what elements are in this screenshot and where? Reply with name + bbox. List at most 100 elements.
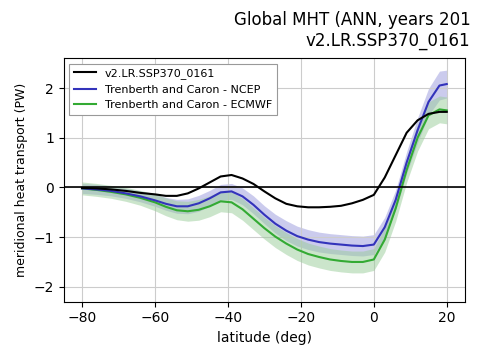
Y-axis label: meridional heat transport (PW): meridional heat transport (PW): [15, 83, 28, 277]
v2.LR.SSP370_0161: [123, 189, 129, 193]
Trenberth and Caron - NCEP: [338, 242, 344, 247]
Trenberth and Caron - NCEP: [437, 84, 443, 88]
v2.LR.SSP370_0161: [79, 186, 85, 190]
v2.LR.SSP370_0161: [207, 180, 213, 185]
X-axis label: latitude (deg): latitude (deg): [217, 331, 312, 345]
Trenberth and Caron - ECMWF: [218, 199, 224, 203]
v2.LR.SSP370_0161: [382, 175, 388, 180]
v2.LR.SSP370_0161: [185, 191, 191, 195]
Trenberth and Caron - ECMWF: [415, 136, 420, 140]
Trenberth and Caron - NCEP: [294, 234, 300, 238]
v2.LR.SSP370_0161: [174, 194, 180, 198]
v2.LR.SSP370_0161: [360, 198, 366, 202]
v2.LR.SSP370_0161: [108, 187, 114, 192]
Trenberth and Caron - NCEP: [283, 229, 289, 233]
Trenberth and Caron - NCEP: [327, 242, 333, 246]
v2.LR.SSP370_0161: [415, 118, 420, 122]
v2.LR.SSP370_0161: [137, 191, 143, 195]
Trenberth and Caron - NCEP: [196, 201, 202, 206]
v2.LR.SSP370_0161: [305, 205, 311, 210]
Trenberth and Caron - ECMWF: [316, 255, 322, 259]
Line: Trenberth and Caron - NCEP: Trenberth and Caron - NCEP: [82, 84, 447, 246]
Trenberth and Caron - NCEP: [251, 203, 256, 207]
Trenberth and Caron - ECMWF: [196, 208, 202, 212]
v2.LR.SSP370_0161: [444, 110, 450, 114]
Trenberth and Caron - NCEP: [152, 198, 158, 202]
v2.LR.SSP370_0161: [349, 201, 355, 206]
Trenberth and Caron - NCEP: [382, 225, 388, 229]
v2.LR.SSP370_0161: [283, 202, 289, 206]
Trenberth and Caron - ECMWF: [426, 113, 432, 117]
v2.LR.SSP370_0161: [393, 153, 398, 157]
Trenberth and Caron - NCEP: [240, 194, 245, 198]
Trenberth and Caron - NCEP: [444, 82, 450, 86]
Trenberth and Caron - ECMWF: [108, 190, 114, 194]
Trenberth and Caron - ECMWF: [174, 208, 180, 212]
Trenberth and Caron - ECMWF: [283, 242, 289, 246]
Trenberth and Caron - ECMWF: [228, 200, 234, 204]
Trenberth and Caron - NCEP: [218, 190, 224, 194]
Trenberth and Caron - ECMWF: [294, 247, 300, 252]
Trenberth and Caron - NCEP: [185, 204, 191, 208]
v2.LR.SSP370_0161: [404, 131, 409, 135]
Trenberth and Caron - ECMWF: [79, 186, 85, 190]
Trenberth and Caron - NCEP: [393, 198, 398, 202]
Trenberth and Caron - ECMWF: [404, 168, 409, 172]
Trenberth and Caron - NCEP: [262, 213, 267, 217]
Trenberth and Caron - ECMWF: [273, 234, 278, 239]
Trenberth and Caron - ECMWF: [251, 217, 256, 221]
Trenberth and Caron - ECMWF: [382, 238, 388, 242]
Line: v2.LR.SSP370_0161: v2.LR.SSP370_0161: [82, 112, 447, 207]
Trenberth and Caron - ECMWF: [123, 192, 129, 197]
Trenberth and Caron - ECMWF: [360, 260, 366, 264]
Trenberth and Caron - ECMWF: [152, 200, 158, 204]
Trenberth and Caron - ECMWF: [305, 252, 311, 256]
v2.LR.SSP370_0161: [338, 204, 344, 208]
Trenberth and Caron - NCEP: [137, 194, 143, 198]
Trenberth and Caron - NCEP: [228, 189, 234, 194]
Trenberth and Caron - NCEP: [207, 196, 213, 201]
Trenberth and Caron - NCEP: [305, 238, 311, 242]
Trenberth and Caron - ECMWF: [163, 204, 169, 209]
v2.LR.SSP370_0161: [251, 182, 256, 186]
Trenberth and Caron - NCEP: [415, 128, 420, 132]
Trenberth and Caron - NCEP: [360, 244, 366, 248]
v2.LR.SSP370_0161: [94, 186, 99, 190]
Legend: v2.LR.SSP370_0161, Trenberth and Caron - NCEP, Trenberth and Caron - ECMWF: v2.LR.SSP370_0161, Trenberth and Caron -…: [69, 64, 276, 115]
Trenberth and Caron - ECMWF: [393, 206, 398, 211]
Trenberth and Caron - NCEP: [404, 161, 409, 165]
Trenberth and Caron - NCEP: [123, 191, 129, 195]
Trenberth and Caron - ECMWF: [371, 257, 377, 262]
Trenberth and Caron - NCEP: [108, 189, 114, 193]
Trenberth and Caron - ECMWF: [338, 259, 344, 263]
v2.LR.SSP370_0161: [437, 110, 443, 114]
Trenberth and Caron - ECMWF: [207, 204, 213, 208]
Trenberth and Caron - ECMWF: [185, 209, 191, 213]
v2.LR.SSP370_0161: [218, 174, 224, 179]
v2.LR.SSP370_0161: [294, 204, 300, 208]
Trenberth and Caron - NCEP: [79, 186, 85, 190]
Trenberth and Caron - NCEP: [163, 202, 169, 206]
v2.LR.SSP370_0161: [228, 173, 234, 177]
v2.LR.SSP370_0161: [240, 176, 245, 181]
Trenberth and Caron - ECMWF: [262, 226, 267, 230]
Trenberth and Caron - NCEP: [316, 240, 322, 244]
v2.LR.SSP370_0161: [316, 205, 322, 210]
v2.LR.SSP370_0161: [327, 204, 333, 209]
Trenberth and Caron - ECMWF: [349, 260, 355, 264]
Trenberth and Caron - NCEP: [273, 221, 278, 226]
Text: Global MHT (ANN, years 201
v2.LR.SSP370_0161: Global MHT (ANN, years 201 v2.LR.SSP370_…: [234, 11, 470, 50]
Trenberth and Caron - ECMWF: [437, 107, 443, 112]
v2.LR.SSP370_0161: [371, 193, 377, 197]
v2.LR.SSP370_0161: [273, 196, 278, 201]
Trenberth and Caron - NCEP: [174, 204, 180, 208]
Trenberth and Caron - NCEP: [426, 100, 432, 104]
Trenberth and Caron - NCEP: [371, 242, 377, 247]
v2.LR.SSP370_0161: [262, 189, 267, 194]
Trenberth and Caron - ECMWF: [444, 108, 450, 113]
Trenberth and Caron - NCEP: [349, 243, 355, 248]
Line: Trenberth and Caron - ECMWF: Trenberth and Caron - ECMWF: [82, 109, 447, 262]
v2.LR.SSP370_0161: [426, 112, 432, 116]
Trenberth and Caron - ECMWF: [94, 188, 99, 192]
Trenberth and Caron - NCEP: [94, 187, 99, 192]
